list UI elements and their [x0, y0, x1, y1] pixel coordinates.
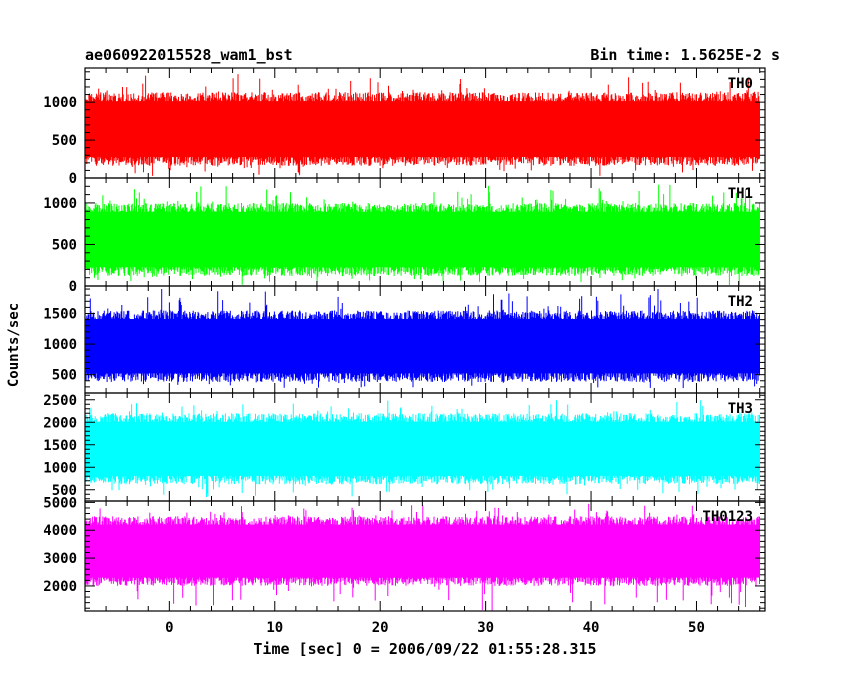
y-tick-label: 0 [69, 171, 77, 187]
y-tick-label: 500 [52, 368, 77, 384]
series-line-th1 [85, 184, 760, 286]
y-tick-label: 2500 [43, 393, 77, 409]
panel-label-th2: TH2 [728, 294, 753, 310]
y-tick-label: 4000 [43, 523, 77, 539]
series-line-th0 [85, 74, 760, 176]
chart-title-left: ae060922015528_wam1_bst [85, 46, 293, 64]
x-tick-labels: 0 10 20 30 40 50 [165, 620, 705, 636]
panels-group: 0 500 1000 TH0 0 500 1000 TH1 500 1000 1500 TH2 500 1… [43, 67, 766, 612]
x-tick-label: 0 [165, 620, 173, 636]
y-tick-label: 0 [69, 279, 77, 295]
panel-label-th1: TH1 [728, 186, 753, 202]
panel-frame [84, 500, 766, 612]
panel-label-th0: TH0 [728, 76, 753, 92]
panel-label-th0123: TH0123 [702, 509, 753, 525]
series-line-th2 [85, 289, 760, 389]
series-line-th3 [85, 400, 760, 497]
x-tick-label: 30 [477, 620, 494, 636]
y-tick-label: 5000 [43, 495, 77, 511]
y-tick-label: 1000 [43, 337, 77, 353]
panel-th3: 500 1000 1500 2000 2500 TH3 [43, 392, 766, 502]
panel-th0: 0 500 1000 TH0 [43, 67, 766, 187]
y-tick-label: 500 [52, 237, 77, 253]
panel-label-th3: TH3 [728, 401, 753, 417]
panel-th2: 500 1000 1500 TH2 [43, 285, 766, 394]
panel-th0123: 2000 3000 4000 5000 TH0123 [43, 495, 766, 612]
y-tick-label: 1000 [43, 95, 77, 111]
y-tick-label: 1000 [43, 196, 77, 212]
y-tick-label: 500 [52, 133, 77, 149]
y-tick-label: 3000 [43, 551, 77, 567]
chart-title-right: Bin time: 1.5625E-2 s [590, 46, 780, 64]
x-tick-label: 20 [372, 620, 389, 636]
y-tick-label: 500 [52, 483, 77, 499]
x-axis-label: Time [sec] 0 = 2006/09/22 01:55:28.315 [253, 640, 596, 658]
x-tick-label: 50 [688, 620, 705, 636]
series-line-th0123 [85, 503, 760, 611]
y-tick-label: 2000 [43, 579, 77, 595]
y-tick-label: 1500 [43, 438, 77, 454]
y-axis-label: Counts/sec [6, 303, 22, 387]
x-tick-label: 40 [583, 620, 600, 636]
x-tick-label: 10 [266, 620, 283, 636]
panel-th1: 0 500 1000 TH1 [43, 177, 766, 295]
y-tick-label: 1500 [43, 307, 77, 323]
y-tick-label: 2000 [43, 415, 77, 431]
y-tick-label: 1000 [43, 460, 77, 476]
